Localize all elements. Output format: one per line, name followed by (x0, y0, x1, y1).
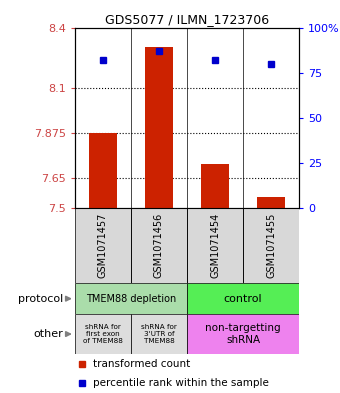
Bar (187, 283, 299, 314)
Text: GSM1071455: GSM1071455 (266, 213, 276, 278)
Bar (75, 314, 131, 354)
Text: TMEM88 depletion: TMEM88 depletion (86, 294, 176, 304)
Bar (187, 314, 299, 354)
Text: GSM1071456: GSM1071456 (154, 213, 164, 278)
Text: non-targetting
shRNA: non-targetting shRNA (205, 323, 281, 345)
Text: GSM1071454: GSM1071454 (210, 213, 220, 278)
Bar (201, 164, 229, 208)
Text: percentile rank within the sample: percentile rank within the sample (93, 378, 269, 388)
Bar (145, 47, 173, 208)
Text: GSM1071457: GSM1071457 (98, 213, 108, 278)
Bar (187, 208, 243, 283)
Bar (131, 314, 187, 354)
Bar (89, 133, 117, 208)
Bar (75, 283, 187, 314)
Text: transformed count: transformed count (93, 358, 190, 369)
Bar (75, 208, 131, 283)
Text: other: other (34, 329, 64, 339)
Text: shRNA for
first exon
of TMEM88: shRNA for first exon of TMEM88 (83, 324, 123, 344)
Title: GDS5077 / ILMN_1723706: GDS5077 / ILMN_1723706 (105, 13, 269, 26)
Bar (131, 208, 187, 283)
Text: shRNA for
3'UTR of
TMEM88: shRNA for 3'UTR of TMEM88 (141, 324, 177, 344)
Bar (243, 208, 299, 283)
Text: protocol: protocol (18, 294, 64, 304)
Text: control: control (224, 294, 262, 304)
Bar (257, 197, 285, 208)
